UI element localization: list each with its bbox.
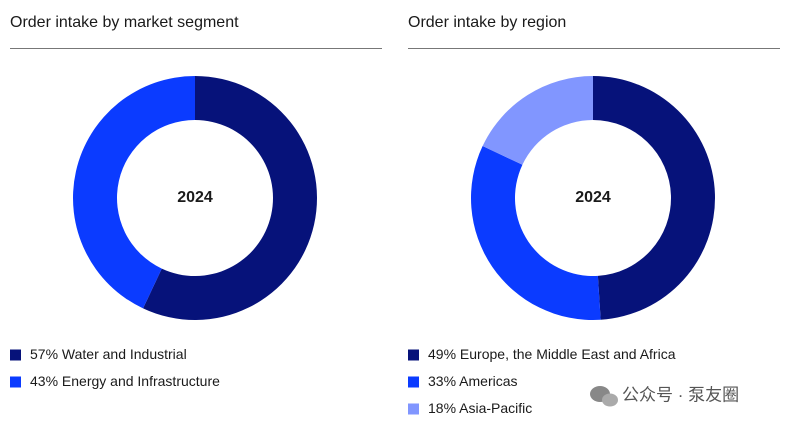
watermark-icon xyxy=(590,386,618,407)
legend-entry: 18% Asia-Pacific xyxy=(428,400,532,416)
legend-value: 43% xyxy=(30,373,58,389)
legend-label: Europe, the Middle East and Africa xyxy=(460,346,676,362)
legend-swatch xyxy=(10,376,21,388)
legend-entry: 57% Water and Industrial xyxy=(30,346,187,362)
legend-value: 49% xyxy=(428,346,456,362)
donut-segment xyxy=(482,76,593,165)
legend-swatch xyxy=(10,349,21,361)
legend-value: 33% xyxy=(428,373,456,389)
donut-segment xyxy=(73,76,195,309)
legend-entry: 33% Americas xyxy=(428,373,518,389)
legend-label: Water and Industrial xyxy=(62,346,187,362)
legend-value: 57% xyxy=(30,346,58,362)
watermark: 公众号 · 泵友圈 xyxy=(622,385,739,404)
donut-segment xyxy=(593,76,715,320)
legend-label: Asia-Pacific xyxy=(459,400,532,416)
legend-label: Americas xyxy=(459,373,517,389)
legend-swatch xyxy=(408,376,419,388)
legend-entry: 43% Energy and Infrastructure xyxy=(30,373,220,389)
legend-swatch xyxy=(408,349,419,361)
donut-segment xyxy=(143,76,318,321)
legend-entry: 49% Europe, the Middle East and Africa xyxy=(428,346,676,362)
center-label: 2024 xyxy=(177,189,213,206)
center-label: 2024 xyxy=(575,189,611,206)
legend-swatch xyxy=(408,403,419,415)
donut-segment xyxy=(470,146,601,320)
chart-title: Order intake by region xyxy=(408,14,566,31)
chart-title: Order intake by market segment xyxy=(10,14,239,31)
legend-label: Energy and Infrastructure xyxy=(62,373,220,389)
legend-value: 18% xyxy=(428,400,456,416)
